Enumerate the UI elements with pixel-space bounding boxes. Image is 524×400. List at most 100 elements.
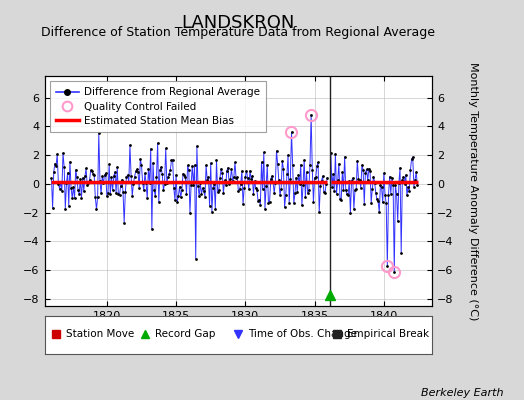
- Point: [350, 206, 358, 212]
- Point: [238, 168, 246, 174]
- Point: [204, 174, 213, 181]
- Point: [378, 199, 387, 206]
- Point: [358, 162, 366, 168]
- Point: [192, 255, 200, 262]
- Point: [302, 169, 311, 175]
- Point: [240, 185, 248, 191]
- Point: [102, 170, 110, 176]
- Point: [106, 191, 115, 198]
- Point: [51, 160, 59, 167]
- Point: [289, 162, 297, 168]
- Point: [389, 182, 397, 188]
- Point: [364, 177, 372, 184]
- Point: [313, 163, 321, 169]
- Point: [230, 174, 238, 181]
- Point: [205, 202, 214, 209]
- Point: [368, 186, 377, 192]
- Point: [259, 149, 268, 156]
- Point: [390, 268, 398, 275]
- Point: [392, 190, 401, 197]
- Point: [372, 190, 380, 196]
- Point: [330, 188, 339, 194]
- Point: [269, 178, 277, 185]
- Point: [326, 150, 335, 156]
- Point: [156, 167, 164, 173]
- Point: [86, 167, 95, 174]
- Point: [111, 169, 119, 175]
- Point: [263, 162, 271, 168]
- Point: [118, 176, 126, 183]
- Point: [242, 167, 250, 174]
- Point: [139, 187, 148, 194]
- Point: [60, 164, 68, 170]
- Point: [73, 174, 81, 180]
- Point: [335, 160, 343, 167]
- Point: [107, 174, 116, 180]
- Point: [396, 164, 404, 171]
- Point: [333, 177, 342, 184]
- Point: [190, 162, 199, 168]
- Point: [63, 170, 72, 176]
- Point: [126, 142, 134, 148]
- Point: [318, 178, 326, 184]
- Point: [141, 170, 149, 176]
- Point: [331, 150, 340, 157]
- Point: [182, 191, 191, 198]
- Point: [291, 190, 299, 196]
- Point: [216, 175, 224, 181]
- Point: [319, 173, 327, 179]
- Point: [340, 186, 348, 193]
- Point: [136, 156, 145, 162]
- Point: [382, 200, 390, 206]
- Point: [391, 182, 400, 188]
- Point: [227, 166, 236, 172]
- Point: [95, 130, 103, 136]
- Point: [166, 167, 174, 173]
- Point: [255, 197, 264, 203]
- Y-axis label: Monthly Temperature Anomaly Difference (°C): Monthly Temperature Anomaly Difference (…: [467, 62, 477, 320]
- Point: [132, 168, 140, 175]
- Point: [183, 162, 192, 168]
- Point: [223, 168, 231, 174]
- Point: [400, 180, 409, 187]
- Point: [377, 184, 386, 191]
- Point: [201, 193, 209, 200]
- Point: [58, 188, 66, 194]
- Point: [312, 174, 320, 181]
- Point: [265, 199, 274, 206]
- Point: [48, 205, 57, 211]
- Point: [354, 176, 363, 182]
- Point: [70, 195, 79, 202]
- Point: [361, 170, 369, 176]
- Point: [101, 172, 109, 178]
- Point: [129, 180, 138, 187]
- Point: [221, 177, 229, 184]
- Point: [316, 183, 324, 189]
- Point: [341, 154, 349, 160]
- Point: [346, 210, 355, 216]
- Point: [211, 206, 220, 212]
- Legend: Difference from Regional Average, Quality Control Failed, Estimated Station Mean: Difference from Regional Average, Qualit…: [50, 81, 266, 132]
- Point: [253, 187, 261, 193]
- Point: [159, 187, 168, 193]
- Point: [347, 178, 356, 184]
- Point: [359, 166, 367, 173]
- Point: [250, 178, 259, 184]
- Point: [299, 182, 307, 188]
- Point: [90, 172, 99, 178]
- Point: [217, 166, 225, 172]
- Point: [130, 174, 139, 180]
- Point: [367, 200, 375, 206]
- Point: [309, 199, 318, 205]
- Point: [185, 209, 194, 216]
- Point: [103, 192, 111, 199]
- Point: [261, 205, 269, 212]
- Point: [296, 181, 304, 187]
- Point: [113, 164, 122, 171]
- Point: [128, 193, 136, 200]
- Point: [332, 190, 341, 197]
- Point: [413, 181, 421, 188]
- Point: [98, 173, 106, 180]
- Text: Difference of Station Temperature Data from Regional Average: Difference of Station Temperature Data f…: [41, 26, 435, 39]
- Point: [254, 198, 262, 204]
